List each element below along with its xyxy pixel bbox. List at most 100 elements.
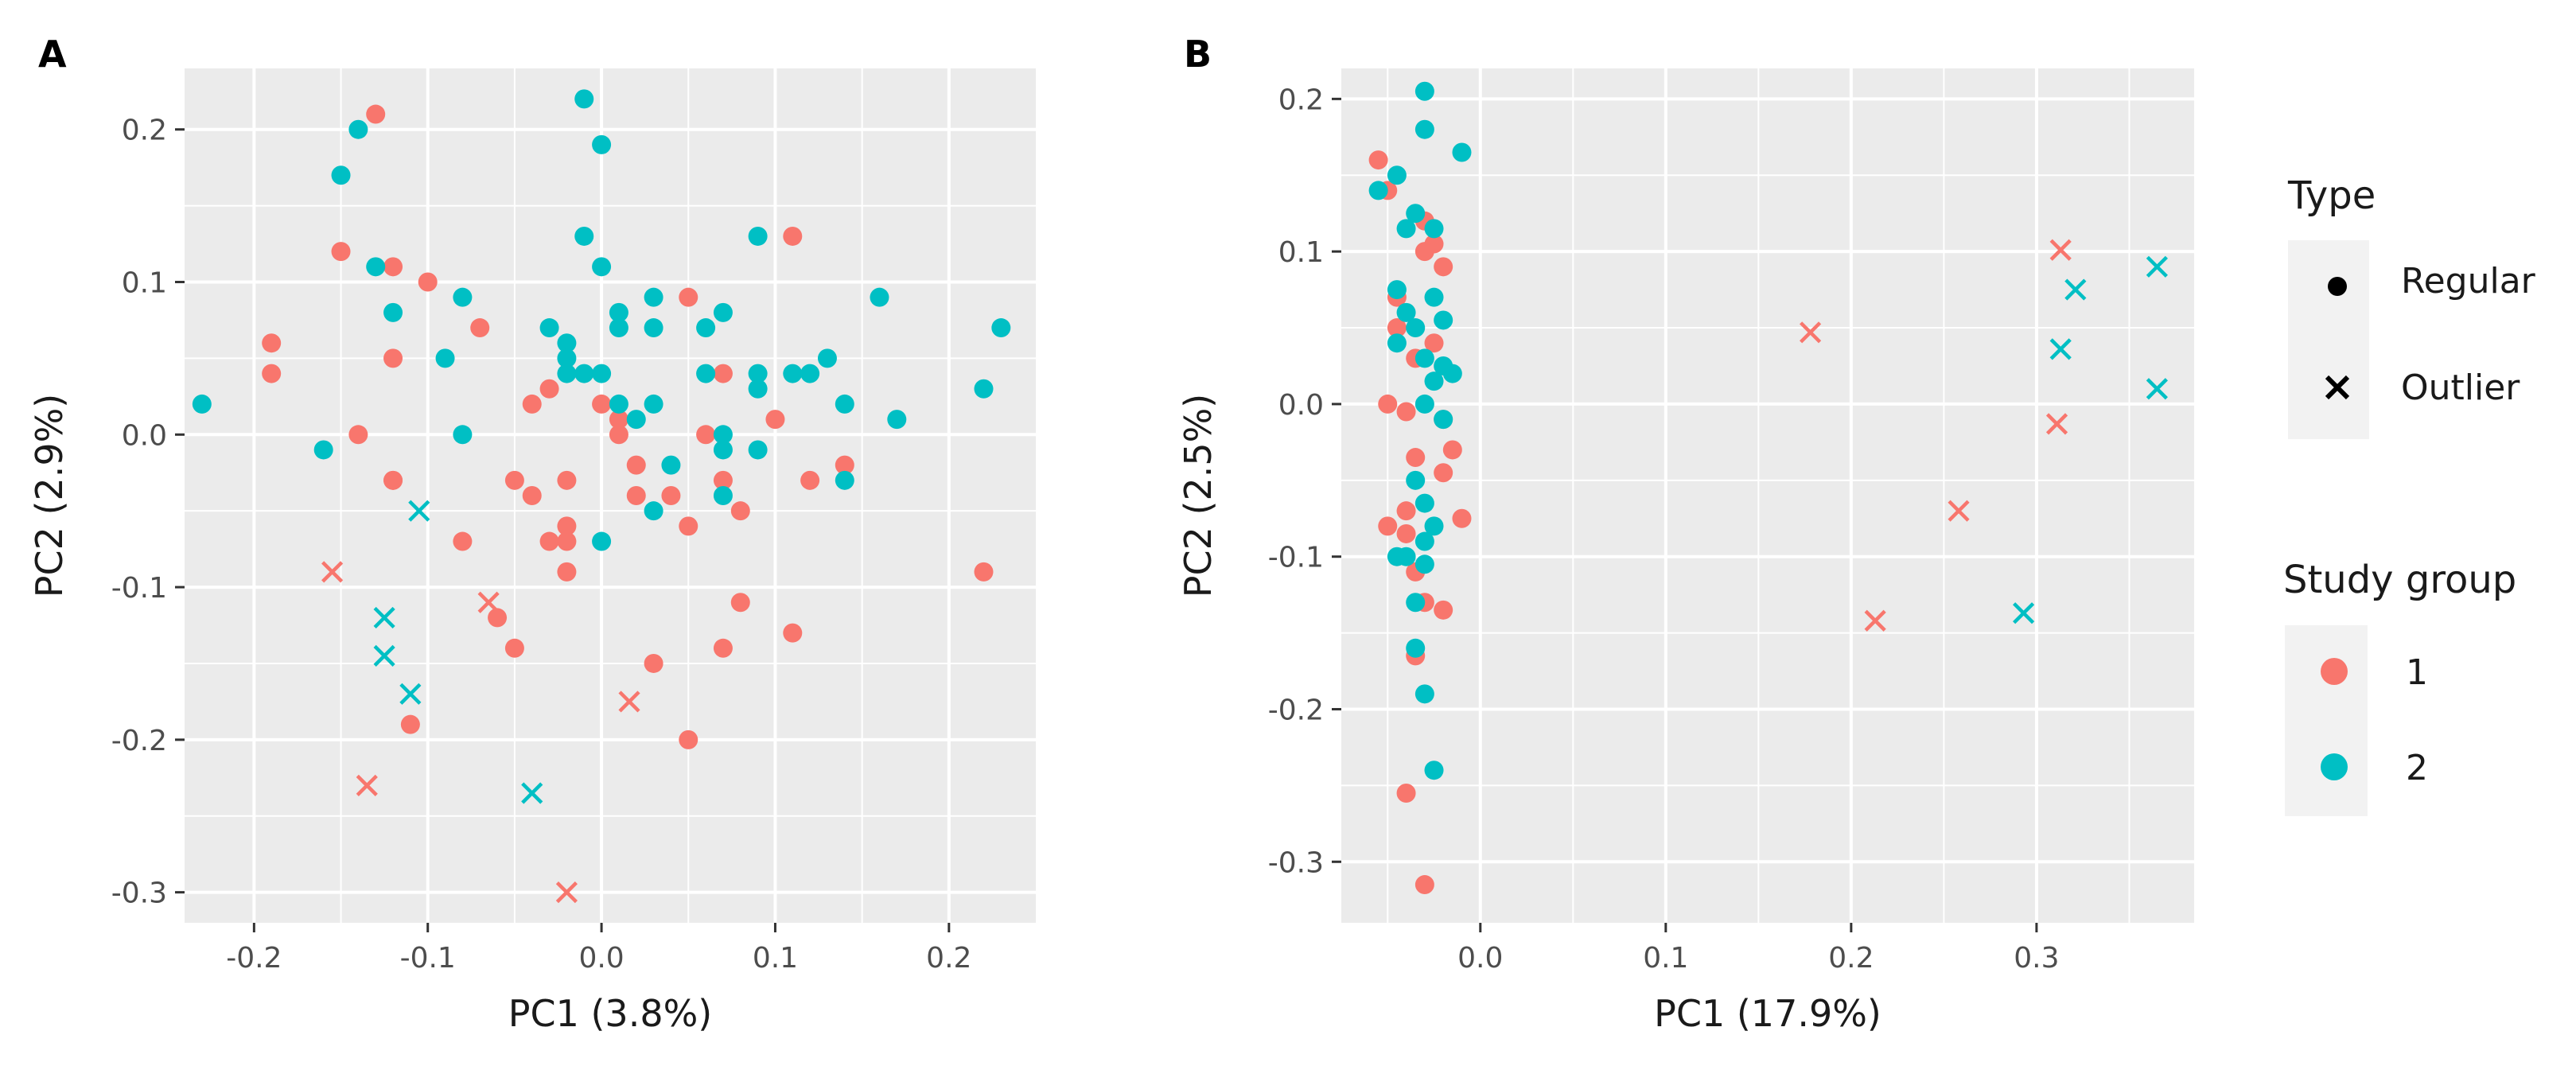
panel-a-point-group-1 xyxy=(974,562,994,582)
panel-b-point-group-2 xyxy=(1387,165,1407,185)
panel-a-point-group-1 xyxy=(713,638,733,658)
panel-b-outlier-group-2 xyxy=(2013,602,2035,624)
panel-b-point-group-2 xyxy=(1424,516,1444,536)
panel-b-point-group-2 xyxy=(1406,638,1426,658)
panel-a-point-group-1 xyxy=(609,425,628,445)
legend-group-key-box xyxy=(2285,625,2368,816)
panel-a-point-group-2 xyxy=(887,410,907,430)
panel-b-plot-background xyxy=(1341,68,2194,923)
panel-a-point-group-2 xyxy=(696,364,716,383)
legend-group-1-swatch xyxy=(2321,658,2348,685)
panel-b-point-group-2 xyxy=(1414,119,1434,139)
panel-a-point-group-1 xyxy=(835,455,854,475)
panel-b-point-group-2 xyxy=(1424,219,1444,239)
panel-a-point-group-2 xyxy=(748,440,768,460)
panel-a-outlier-group-1 xyxy=(321,561,344,583)
panel-a-point-group-2 xyxy=(192,394,212,414)
panel-a-point-group-2 xyxy=(835,470,854,490)
panel-a-y-tick-label: -0.3 xyxy=(111,877,167,910)
panel-b-point-group-2 xyxy=(1424,761,1444,780)
panel-a-outlier-group-2 xyxy=(399,683,422,705)
legend-type-regular-label: Regular xyxy=(2401,261,2536,302)
panel-a-point-group-2 xyxy=(592,134,612,154)
panel-a-point-group-2 xyxy=(644,318,663,338)
panel-b-y-axis-title: PC2 (2.5%) xyxy=(1177,394,1220,598)
panel-a-y-tick-label: 0.2 xyxy=(122,115,167,147)
panel-b-outlier-group-2 xyxy=(2146,378,2168,400)
panel-a-point-group-1 xyxy=(609,410,628,430)
panel-a-point-group-2 xyxy=(574,226,594,246)
panel-a-point-group-2 xyxy=(713,486,733,505)
panel-a-point-group-2 xyxy=(557,348,577,368)
panel-a-y-axis-title: PC2 (2.9%) xyxy=(28,394,71,598)
legend-group-2-swatch xyxy=(2321,753,2348,780)
panel-b-x-tick-label: 0.1 xyxy=(1643,942,1688,975)
panel-a-point-group-1 xyxy=(783,226,803,246)
panel-b-scatter-plot: 0.0 0.1 0.2 0.3 -0.3 -0.2 -0.1 0.0 0.1 0.2 PC1 (17… xyxy=(1177,68,2194,1035)
panel-b-point-group-1 xyxy=(1387,318,1407,338)
panel-a-outlier-group-2 xyxy=(373,644,395,667)
panel-b-point-group-1 xyxy=(1442,440,1462,460)
panel-a-point-group-1 xyxy=(262,333,282,353)
panel-a-point-group-1 xyxy=(730,593,750,613)
panel-a-outlier-group-2 xyxy=(373,606,395,629)
panel-b-point-group-2 xyxy=(1406,593,1426,613)
panel-a-point-group-1 xyxy=(679,516,698,536)
panel-a-point-group-2 xyxy=(991,318,1011,338)
panel-a-point-group-2 xyxy=(713,425,733,445)
panel-a-point-group-2 xyxy=(835,394,854,414)
panel-b-point-group-1 xyxy=(1414,875,1434,895)
panel-a-y-tick-label: -0.1 xyxy=(111,572,167,605)
legend-regular-point-icon xyxy=(2328,277,2347,296)
panel-a-point-group-2 xyxy=(748,364,768,383)
panel-a-plot-background xyxy=(185,68,1036,923)
panel-a-y-tick-label: -0.2 xyxy=(111,725,167,757)
panel-a-x-tick-label: 0.2 xyxy=(926,942,971,975)
panel-b-point-group-2 xyxy=(1387,333,1407,353)
panel-a-point-group-1 xyxy=(557,531,577,551)
panel-a-point-group-2 xyxy=(313,440,333,460)
panel-a-point-group-2 xyxy=(696,318,716,338)
panel-b-point-group-2 xyxy=(1396,547,1416,566)
panel-b-point-group-1 xyxy=(1414,242,1434,262)
panel-a-point-group-2 xyxy=(974,379,994,399)
panel-a-point-group-1 xyxy=(522,486,542,505)
panel-a-outlier-group-2 xyxy=(408,500,430,522)
panel-a-point-group-2 xyxy=(609,302,628,322)
panel-b-point-group-2 xyxy=(1406,204,1426,224)
panel-b-outlier-group-1 xyxy=(1800,321,1822,344)
panel-a-point-group-1 xyxy=(262,364,282,383)
panel-a-point-group-1 xyxy=(783,623,803,643)
panel-a-outlier-group-1 xyxy=(356,774,378,796)
panel-a-point-group-1 xyxy=(679,729,698,749)
panel-a-point-group-2 xyxy=(748,226,768,246)
panel-a-scatter-plot: -0.2 -0.1 0.0 0.1 0.2 -0.3 -0.2 -0.1 0.0 0.1 0.2 PC… xyxy=(28,68,1036,1035)
panel-a-point-group-1 xyxy=(626,455,646,475)
panel-a-point-group-1 xyxy=(522,394,542,414)
panel-a-point-group-1 xyxy=(730,501,750,521)
panel-a-point-group-2 xyxy=(817,348,837,368)
panel-a-point-group-1 xyxy=(488,608,508,628)
panel-a-point-group-2 xyxy=(661,455,681,475)
panel-a-outlier-group-2 xyxy=(521,782,543,804)
panel-a-x-tick-label: -0.1 xyxy=(400,942,456,975)
panel-a-point-group-1 xyxy=(592,394,612,414)
legend: Type Regular Outlier Study group 1 2 xyxy=(2283,173,2536,816)
panel-b-point-group-2 xyxy=(1414,531,1434,551)
legend-group-title: Study group xyxy=(2283,558,2516,602)
panel-b-y-tick-label: -0.1 xyxy=(1268,542,1324,574)
panel-b-point-group-2 xyxy=(1434,310,1453,330)
panel-b-outlier-group-1 xyxy=(2049,239,2072,261)
panel-a-point-group-1 xyxy=(557,470,577,490)
panel-a-point-group-2 xyxy=(557,333,577,353)
panel-b-x-axis-title: PC1 (17.9%) xyxy=(1654,992,1881,1035)
panel-b-point-group-2 xyxy=(1406,470,1426,490)
panel-b-point-group-2 xyxy=(1424,372,1444,391)
panel-a-point-group-2 xyxy=(870,287,889,307)
panel-a-point-group-1 xyxy=(331,242,351,262)
panel-a-point-group-2 xyxy=(574,364,594,383)
panel-a-point-group-2 xyxy=(348,119,368,139)
panel-a-point-group-1 xyxy=(800,470,820,490)
panel-a-point-group-2 xyxy=(592,364,612,383)
